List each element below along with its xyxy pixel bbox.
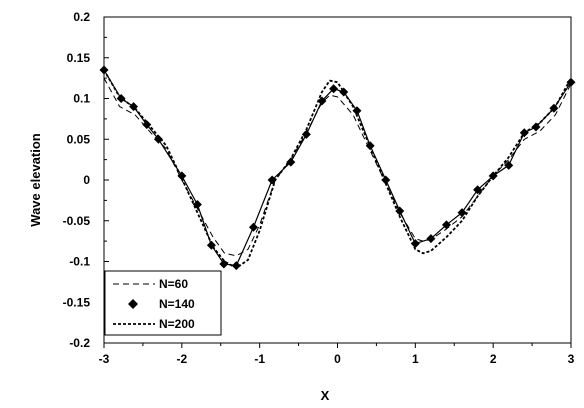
y-tick-label: 0.15 — [67, 51, 91, 65]
data-point-marker — [410, 239, 420, 249]
data-point-marker — [301, 129, 311, 139]
data-point-marker — [426, 234, 436, 244]
x-tick-label: 1 — [412, 352, 419, 366]
x-tick-label: -1 — [254, 352, 265, 366]
y-tick-label: -0.1 — [69, 255, 90, 269]
x-tick-label: 0 — [334, 352, 341, 366]
data-point-marker — [219, 259, 229, 269]
data-point-marker — [352, 106, 362, 116]
legend-label: N=140 — [159, 297, 195, 311]
series-line-n60 — [103, 77, 572, 257]
axes-layer: 0.2 0.15 0.1 0.05 0 -0.05 -0.1 -0.15 -0.2 -3 -2 -1 0… — [63, 10, 575, 366]
data-point-marker — [441, 220, 451, 230]
data-point-marker — [142, 120, 152, 130]
legend-marker — [128, 299, 138, 309]
data-point-marker — [317, 96, 327, 106]
plot-layer — [99, 65, 576, 271]
y-axis-title: Wave elevation — [28, 133, 43, 227]
series-line-n140 — [103, 69, 572, 267]
data-point-marker — [457, 208, 467, 218]
data-point-marker — [329, 84, 339, 94]
y-tick-label: 0.2 — [73, 10, 90, 24]
y-tick-label: 0 — [83, 173, 90, 187]
data-point-marker — [248, 222, 258, 232]
data-point-marker — [267, 175, 277, 185]
x-tick-label: -2 — [176, 352, 187, 366]
data-point-marker — [153, 134, 163, 144]
x-tick-label: -3 — [99, 352, 110, 366]
data-point-marker — [339, 87, 349, 97]
legend: N=60 N=140 N=200 — [104, 270, 222, 336]
legend-label: N=60 — [159, 277, 188, 291]
data-point-marker — [116, 94, 126, 103]
series-line-n200 — [103, 69, 572, 269]
data-point-marker — [286, 157, 296, 167]
y-tick-label: -0.15 — [63, 295, 91, 309]
data-point-marker — [504, 160, 514, 170]
data-point-marker — [381, 175, 391, 185]
y-tick-label: 0.1 — [73, 92, 90, 106]
y-tick-label: 0.05 — [67, 132, 91, 146]
data-point-marker — [177, 171, 187, 181]
data-point-marker — [231, 261, 241, 271]
y-tick-label: -0.05 — [63, 214, 91, 228]
x-tick-label: 3 — [568, 352, 575, 366]
y-tick-label: -0.2 — [69, 336, 90, 350]
x-axis-title: X — [321, 388, 330, 403]
x-tick-label: 2 — [490, 352, 497, 366]
legend-label: N=200 — [159, 317, 195, 331]
